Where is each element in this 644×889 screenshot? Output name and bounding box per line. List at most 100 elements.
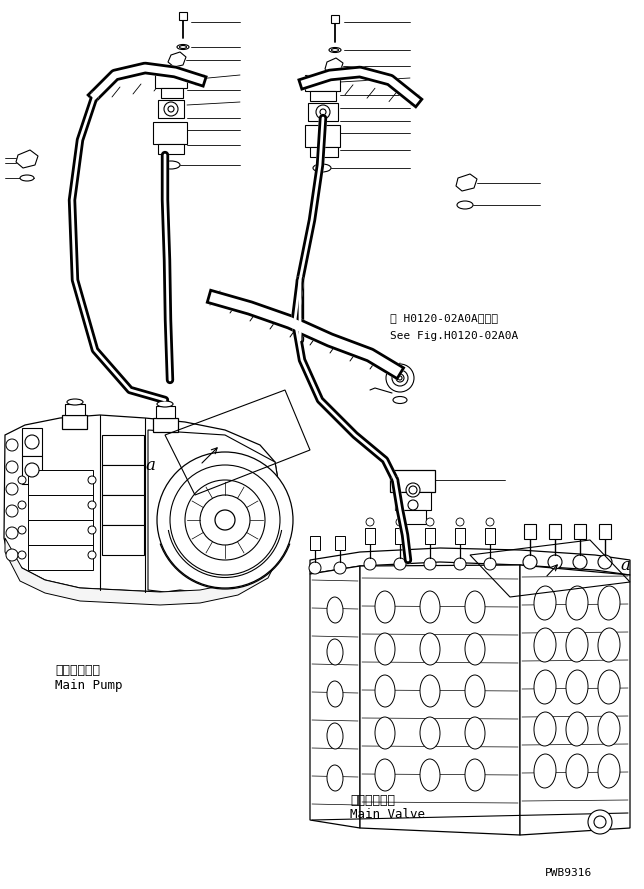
Polygon shape <box>5 538 278 605</box>
Circle shape <box>157 452 293 588</box>
Ellipse shape <box>420 717 440 749</box>
Ellipse shape <box>327 681 343 707</box>
Ellipse shape <box>177 44 189 50</box>
Ellipse shape <box>566 754 588 788</box>
Bar <box>365 528 375 544</box>
Bar <box>28 545 93 570</box>
Bar <box>395 492 431 510</box>
Bar <box>158 144 184 154</box>
Ellipse shape <box>465 633 485 665</box>
Bar <box>335 536 345 550</box>
Bar <box>65 404 85 415</box>
Circle shape <box>6 483 18 495</box>
Ellipse shape <box>566 670 588 704</box>
Bar <box>455 528 465 544</box>
Ellipse shape <box>598 586 620 620</box>
Circle shape <box>426 518 434 526</box>
Bar <box>179 12 187 20</box>
Bar <box>310 91 336 101</box>
Ellipse shape <box>67 399 83 405</box>
Ellipse shape <box>375 759 395 791</box>
Bar <box>395 475 423 489</box>
Circle shape <box>170 465 280 575</box>
Circle shape <box>486 518 494 526</box>
Polygon shape <box>4 415 278 592</box>
Ellipse shape <box>375 675 395 707</box>
Ellipse shape <box>598 670 620 704</box>
Circle shape <box>392 370 408 386</box>
Polygon shape <box>456 174 477 191</box>
Ellipse shape <box>157 401 173 407</box>
Circle shape <box>6 549 18 561</box>
Circle shape <box>396 518 404 526</box>
Ellipse shape <box>420 591 440 623</box>
Circle shape <box>168 106 174 112</box>
Ellipse shape <box>566 586 588 620</box>
Polygon shape <box>325 58 343 74</box>
Bar <box>400 510 426 524</box>
Circle shape <box>309 562 321 574</box>
Text: メインポンプ: メインポンプ <box>55 663 100 677</box>
Text: PWB9316: PWB9316 <box>545 868 592 878</box>
Bar <box>102 435 144 465</box>
Circle shape <box>396 374 404 382</box>
Polygon shape <box>310 548 630 575</box>
Bar <box>102 465 144 495</box>
Bar <box>305 75 340 91</box>
Ellipse shape <box>329 47 341 52</box>
Bar <box>28 470 93 495</box>
Circle shape <box>394 558 406 570</box>
Bar <box>158 100 184 118</box>
Ellipse shape <box>20 175 34 181</box>
Ellipse shape <box>420 675 440 707</box>
Ellipse shape <box>465 675 485 707</box>
Bar <box>425 528 435 544</box>
Bar <box>549 524 561 539</box>
Bar <box>156 406 175 418</box>
Circle shape <box>594 816 606 828</box>
Ellipse shape <box>332 49 339 52</box>
Text: Main Pump: Main Pump <box>55 678 122 692</box>
Bar <box>485 528 495 544</box>
Ellipse shape <box>465 759 485 791</box>
Ellipse shape <box>162 161 180 169</box>
Bar <box>155 72 187 88</box>
Text: 第 H0120-02A0A図参照: 第 H0120-02A0A図参照 <box>390 313 498 323</box>
Circle shape <box>185 480 265 560</box>
Circle shape <box>456 518 464 526</box>
Bar <box>308 103 338 121</box>
Bar <box>153 418 178 432</box>
Circle shape <box>598 555 612 569</box>
Bar <box>28 520 93 545</box>
Circle shape <box>320 109 326 115</box>
Ellipse shape <box>420 633 440 665</box>
Bar <box>305 125 340 147</box>
Circle shape <box>88 526 96 534</box>
Bar <box>62 415 87 429</box>
Ellipse shape <box>598 754 620 788</box>
Circle shape <box>18 526 26 534</box>
Bar <box>161 88 183 98</box>
Text: a: a <box>620 557 630 573</box>
Polygon shape <box>168 52 186 67</box>
Bar <box>331 15 339 23</box>
Bar <box>310 147 338 157</box>
Ellipse shape <box>375 717 395 749</box>
Circle shape <box>523 555 537 569</box>
Polygon shape <box>148 430 278 592</box>
Bar <box>524 524 536 539</box>
Ellipse shape <box>180 45 187 49</box>
Circle shape <box>573 555 587 569</box>
Ellipse shape <box>465 717 485 749</box>
Ellipse shape <box>598 712 620 746</box>
Ellipse shape <box>327 639 343 665</box>
Ellipse shape <box>534 712 556 746</box>
Circle shape <box>88 501 96 509</box>
Circle shape <box>454 558 466 570</box>
Ellipse shape <box>327 723 343 749</box>
Ellipse shape <box>534 586 556 620</box>
Ellipse shape <box>534 628 556 662</box>
Circle shape <box>164 102 178 116</box>
Bar <box>310 536 320 550</box>
Ellipse shape <box>534 754 556 788</box>
